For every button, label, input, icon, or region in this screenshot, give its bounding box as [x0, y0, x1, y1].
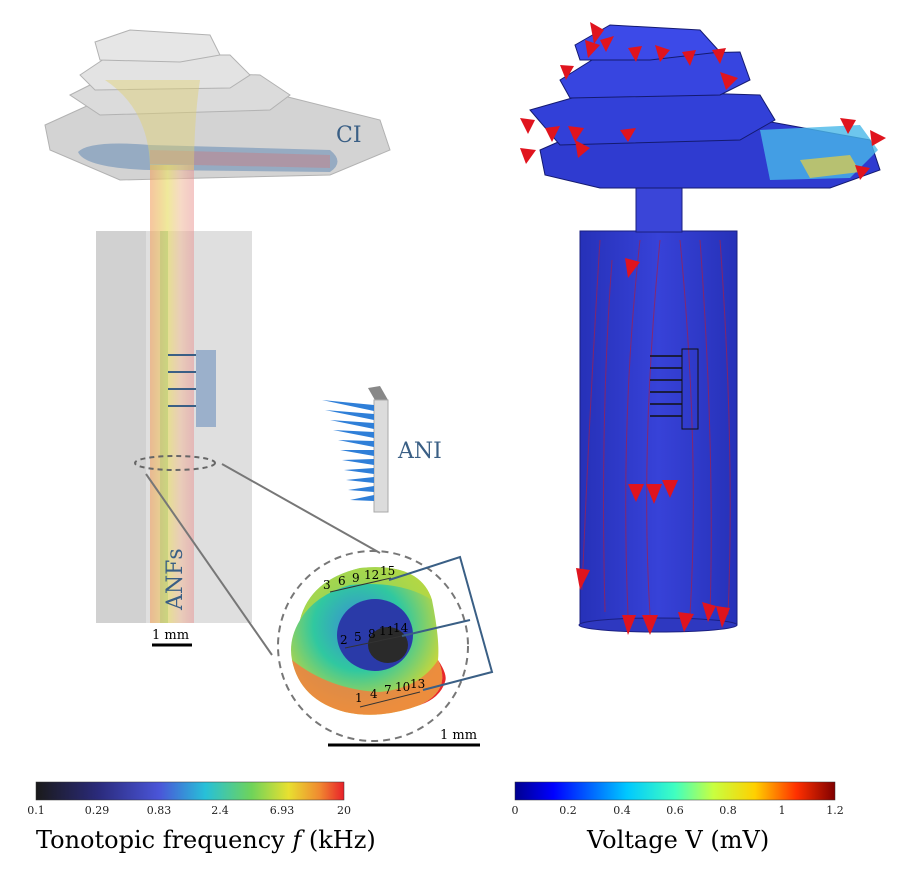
cross-section-inset: 3 6 9 12 15 2 5 8 11 14 1 4 7 10 13 1 mm [277, 550, 494, 747]
tick-label: 1.2 [826, 804, 844, 817]
zoom-line-left [145, 473, 273, 656]
svg-text:3: 3 [323, 578, 331, 592]
tick-label: 0.1 [27, 804, 45, 817]
scale-label-left: 1 mm [152, 628, 189, 643]
electrode-bracket [388, 555, 494, 691]
implant-outline [681, 348, 699, 430]
implant-spikes [168, 354, 196, 407]
cochlea-spiral [44, 29, 391, 181]
svg-text:8: 8 [368, 627, 376, 641]
svg-text:13: 13 [410, 677, 425, 691]
tonotopic-colorbar-title: Tonotopic frequency f (kHz) [36, 826, 376, 854]
tick-label: 1 [778, 804, 786, 817]
tick-label: 0.4 [613, 804, 631, 817]
svg-text:2: 2 [340, 633, 348, 647]
inset-dashed-circle [277, 550, 469, 742]
anfs-label: ANFs [163, 548, 188, 611]
electrode-row-middle: 2 5 8 11 14 [340, 621, 409, 649]
tick-label: 2.4 [211, 804, 229, 817]
voltage-spiral [529, 24, 881, 189]
svg-text:4: 4 [370, 687, 378, 701]
current-arrows [520, 22, 886, 635]
colorbar-voltage [514, 781, 836, 801]
tick-label: 0.2 [559, 804, 577, 817]
right-voltage-panel [520, 22, 886, 635]
title-prefix: Tonotopic frequency [36, 826, 293, 854]
svg-text:6: 6 [338, 574, 346, 588]
electrode-row-bottom: 1 4 7 10 13 [355, 677, 425, 708]
svg-text:15: 15 [380, 564, 395, 578]
svg-text:5: 5 [354, 630, 362, 644]
ani-label: ANI [397, 439, 442, 464]
title-suffix: (kHz) [301, 826, 376, 854]
electrode-row-top: 3 6 9 12 15 [323, 564, 395, 593]
implant-plate [196, 350, 216, 427]
nerve-fiber-bundle [150, 165, 194, 623]
svg-text:9: 9 [352, 571, 360, 585]
svg-text:14: 14 [393, 621, 409, 635]
ani-implant-detail: ANI [322, 386, 442, 513]
ani-spike-array [322, 400, 374, 501]
svg-text:11: 11 [379, 624, 394, 638]
current-streamlines [581, 239, 731, 616]
zoom-line-right [221, 463, 381, 554]
voltage-colorbar-title: Voltage V (mV) [587, 826, 770, 854]
svg-text:10: 10 [395, 680, 410, 694]
tick-label: 0.29 [84, 804, 110, 817]
scale-label-inset: 1 mm [440, 728, 477, 743]
bone-cylinder-shade [96, 231, 146, 623]
svg-text:7: 7 [384, 683, 392, 697]
svg-text:12: 12 [364, 568, 379, 582]
tick-label: 0.83 [146, 804, 172, 817]
svg-text:1: 1 [355, 691, 363, 705]
tick-label: 0.6 [666, 804, 684, 817]
tick-label: 20 [337, 804, 351, 817]
tick-label: 0.8 [719, 804, 737, 817]
tick-label: 6.93 [269, 804, 295, 817]
ci-label: CI [336, 123, 362, 148]
left-anatomy-panel: CI ANFs 1 mm [44, 29, 391, 656]
tick-label: 0 [511, 804, 519, 817]
colorbar-tonotopic [35, 781, 345, 801]
title-symbol: f [292, 826, 302, 854]
cross-section-marker [134, 455, 216, 471]
